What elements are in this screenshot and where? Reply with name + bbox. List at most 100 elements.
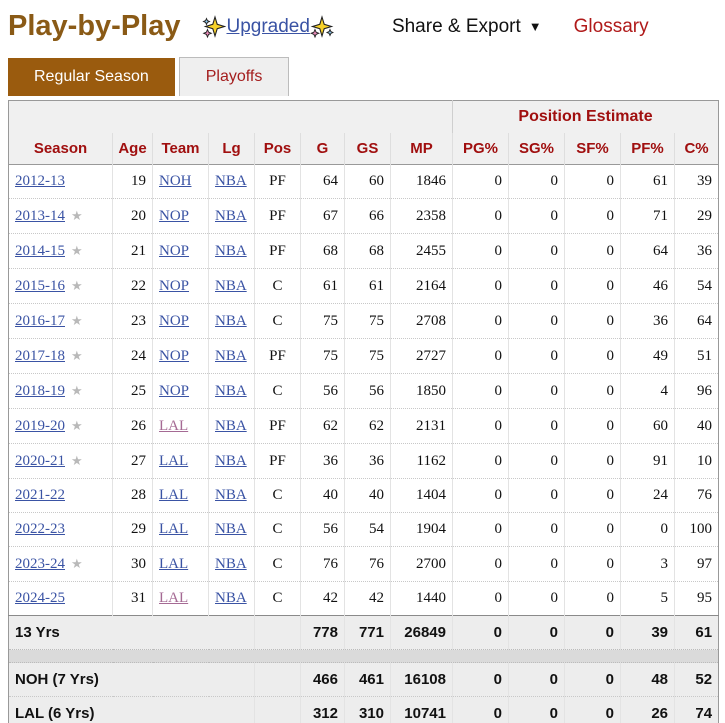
- pf-cell: 39: [620, 615, 675, 650]
- season-link[interactable]: 2019-20: [15, 418, 65, 434]
- pf-cell: 49: [620, 338, 675, 374]
- gs-cell: 42: [344, 581, 391, 616]
- league-link[interactable]: NBA: [215, 277, 247, 294]
- season-link[interactable]: 2021-22: [15, 487, 65, 503]
- league-link[interactable]: NBA: [215, 590, 247, 606]
- g-cell: 62: [300, 408, 345, 444]
- c-cell: 51: [673, 338, 719, 374]
- league-link[interactable]: NBA: [215, 452, 247, 469]
- league-link[interactable]: NBA: [215, 242, 247, 259]
- team-link[interactable]: LAL: [159, 452, 189, 469]
- season-link[interactable]: 2024-25: [15, 590, 65, 606]
- season-link[interactable]: 2014-15: [15, 243, 65, 259]
- age-cell: 23: [112, 303, 153, 339]
- team-link[interactable]: NOH: [159, 173, 192, 189]
- league-link[interactable]: NBA: [215, 382, 247, 399]
- league-link[interactable]: NBA: [215, 487, 247, 503]
- mp-cell: 2131: [390, 408, 453, 444]
- league-link[interactable]: NBA: [215, 312, 247, 329]
- season-link[interactable]: 2020-21: [15, 453, 65, 469]
- season-link[interactable]: 2015-16: [15, 278, 65, 294]
- mp-cell: 26849: [390, 615, 453, 650]
- league-link[interactable]: NBA: [215, 347, 247, 364]
- gs-cell: 310: [344, 696, 391, 723]
- col-header-pos[interactable]: Pos: [254, 133, 301, 165]
- pf-cell: 3: [620, 546, 675, 582]
- team-total-row: NOH (7 Yrs) 466 461 16108 0 0 0 48 52: [8, 662, 719, 697]
- upgraded-label: Upgraded: [226, 15, 310, 37]
- c-cell: 36: [673, 233, 719, 269]
- pf-cell: 5: [620, 581, 675, 616]
- league-link[interactable]: NBA: [215, 521, 247, 537]
- sg-cell: 0: [508, 696, 565, 723]
- team-link[interactable]: NOP: [159, 347, 190, 364]
- league-link[interactable]: NBA: [215, 173, 247, 189]
- team-link[interactable]: LAL: [159, 590, 189, 606]
- team-link[interactable]: NOP: [159, 207, 190, 224]
- league-link[interactable]: NBA: [215, 207, 247, 224]
- all-star-icon: ★: [71, 383, 83, 398]
- season-link[interactable]: 2012-13: [15, 173, 65, 189]
- table-row: 2012-13 19 NOH NBA PF 64 60 1846 0 0 0 61 39: [8, 164, 719, 199]
- season-link[interactable]: 2013-14: [15, 208, 65, 224]
- col-header-lg[interactable]: Lg: [208, 133, 255, 165]
- col-header-pfpct[interactable]: PF%: [620, 133, 675, 165]
- pg-cell: 0: [452, 233, 509, 269]
- c-cell: 54: [673, 268, 719, 304]
- col-header-team[interactable]: Team: [152, 133, 209, 165]
- league-link[interactable]: NBA: [215, 417, 247, 434]
- col-header-sgpct[interactable]: SG%: [508, 133, 565, 165]
- pf-cell: 64: [620, 233, 675, 269]
- tab-regular-season[interactable]: Regular Season: [8, 58, 175, 96]
- sg-cell: 0: [508, 164, 565, 199]
- season-link[interactable]: 2016-17: [15, 313, 65, 329]
- team-link[interactable]: NOP: [159, 277, 190, 294]
- season-link[interactable]: 2023-24: [15, 556, 65, 572]
- team-link[interactable]: LAL: [159, 555, 189, 572]
- tab-playoffs[interactable]: Playoffs: [178, 57, 290, 96]
- age-cell: 26: [112, 408, 153, 444]
- all-star-icon: ★: [71, 278, 83, 293]
- col-header-g[interactable]: G: [300, 133, 345, 165]
- sf-cell: 0: [564, 443, 621, 479]
- season-cell: 2020-21 ★: [8, 443, 113, 479]
- col-header-cpct[interactable]: C%: [673, 133, 719, 165]
- c-cell: 29: [673, 198, 719, 234]
- share-export-menu[interactable]: Share & Export ▼: [392, 16, 542, 38]
- season-cell: 2015-16 ★: [8, 268, 113, 304]
- upgraded-link[interactable]: Upgraded: [202, 14, 335, 39]
- season-link[interactable]: 2017-18: [15, 348, 65, 364]
- sg-cell: 0: [508, 268, 565, 304]
- tab-bar: Regular Season Playoffs: [8, 57, 725, 96]
- mp-cell: 1850: [390, 373, 453, 409]
- mp-cell: 1440: [390, 581, 453, 616]
- sg-cell: 0: [508, 373, 565, 409]
- team-link[interactable]: LAL: [159, 417, 189, 434]
- age-cell: 30: [112, 546, 153, 582]
- col-header-season[interactable]: Season: [33, 140, 88, 157]
- col-header-pgpct[interactable]: PG%: [452, 133, 509, 165]
- col-header-sfpct[interactable]: SF%: [564, 133, 621, 165]
- team-link[interactable]: LAL: [159, 521, 189, 537]
- team-link[interactable]: LAL: [159, 487, 189, 503]
- season-cell: 2012-13: [8, 164, 113, 199]
- team-link[interactable]: NOP: [159, 312, 190, 329]
- col-header-gs[interactable]: GS: [344, 133, 391, 165]
- league-cell: NBA: [208, 233, 255, 269]
- g-cell: 312: [300, 696, 345, 723]
- season-link[interactable]: 2022-23: [15, 521, 65, 537]
- g-cell: 778: [300, 615, 345, 650]
- mp-cell: 2358: [390, 198, 453, 234]
- team-cell: NOP: [152, 373, 209, 409]
- pos-cell: [254, 615, 301, 650]
- season-link[interactable]: 2018-19: [15, 383, 65, 399]
- team-cell: LAL: [152, 581, 209, 616]
- col-header-age[interactable]: Age: [112, 133, 153, 165]
- league-link[interactable]: NBA: [215, 555, 247, 572]
- col-header-mp[interactable]: MP: [390, 133, 453, 165]
- team-link[interactable]: NOP: [159, 242, 190, 259]
- mp-cell: 2708: [390, 303, 453, 339]
- c-cell: 100: [673, 512, 719, 547]
- glossary-link[interactable]: Glossary: [573, 15, 649, 37]
- team-link[interactable]: NOP: [159, 382, 190, 399]
